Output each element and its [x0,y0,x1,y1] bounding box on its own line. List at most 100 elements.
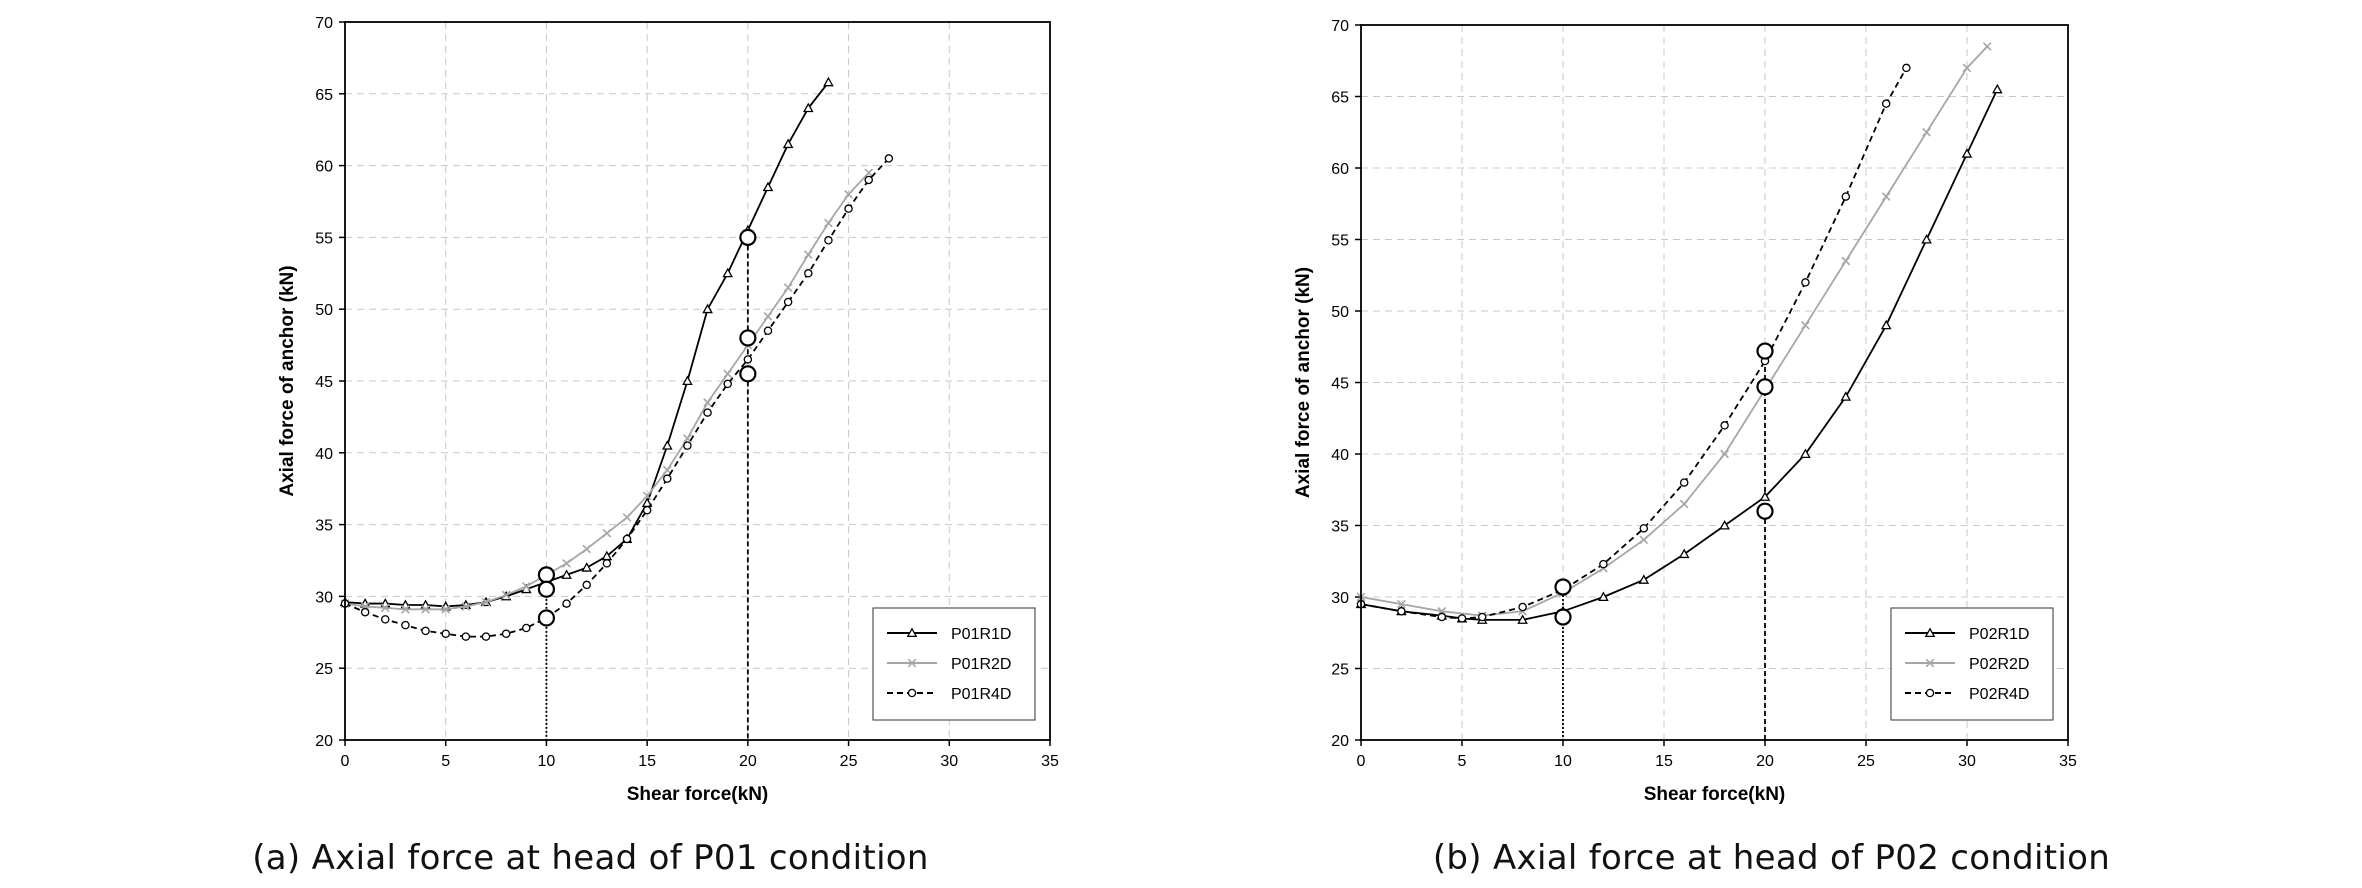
series-P02R2D [1356,42,1992,620]
data-point-P02R2D-stroke-2 [1720,449,1729,459]
x-tick-label: 20 [739,753,757,770]
data-point-P02R1D [1638,574,1650,584]
data-point-P01R4D [582,580,591,590]
data-point-P01R4D [360,607,370,617]
legend-swatch-marker [1924,627,1936,638]
data-point-P02R4D [1902,63,1911,73]
data-point-P01R2D [642,491,652,501]
highlighted-point [537,609,556,627]
legend-swatch-marker-stroke-2 [907,658,917,668]
y-tick-label: 60 [1331,161,1349,178]
data-point-P01R4D [663,474,672,483]
legend-item-P02R2D: P02R2D [1905,656,2029,673]
data-point-P02R1D [1517,614,1528,624]
data-point-P01R4D [501,629,511,638]
data-point-P02R2D [1922,127,1931,137]
data-point-P01R2D [521,581,531,591]
legend-label: P01R1D [951,626,1011,643]
legend-item-P01R4D: P01R4D [887,686,1011,703]
data-point-P02R2D [1720,449,1729,459]
data-point-P01R4D [602,559,612,568]
data-point-P02R2D [1639,535,1649,545]
legend-item-P01R2D: P01R2D [887,656,1011,673]
highlighted-point [1756,502,1774,520]
data-point-P02R4D [1397,607,1406,616]
data-point-P01R2D [844,189,853,199]
data-point-P01R4D [381,615,390,624]
chart-a: 0 5 10 15 20 25 30 35 20 25 30 35 40 45 50 55 60 65 70 Shea… [277,15,1059,805]
data-point-P01R4D [703,408,712,417]
data-point-P01R2D [582,544,592,554]
y-tick-label: 45 [315,374,333,391]
x-tick-label: 35 [1041,753,1059,770]
data-point-P01R2D-stroke-2 [461,602,471,611]
data-point-P01R4D [683,441,692,450]
data-point-P01R2D-stroke-2 [642,491,652,501]
data-point-P01R2D-stroke-2 [662,465,672,475]
data-point-P01R2D [421,604,430,614]
data-point-P02R2D-stroke-2 [1397,599,1406,609]
data-point-P01R2D-stroke-2 [521,581,531,591]
data-point-P01R2D-stroke-2 [582,544,592,554]
data-point-P01R2D-stroke-2 [562,559,571,568]
data-point-P01R2D-stroke-2 [501,590,511,600]
x-tick-label: 10 [1554,753,1572,770]
legend-a: P01R1D P01R2D P01R4D [872,607,1036,721]
highlighted-point [739,329,757,347]
y-tick-label: 30 [315,589,333,606]
data-point-P01R2D [401,604,410,614]
data-point-P02R2D-stroke-2 [1639,535,1649,545]
data-point-P01R4D [481,632,491,641]
data-point-P01R4D [804,269,813,278]
data-point-P01R1D [702,303,713,314]
data-point-P02R4D [1720,421,1729,430]
data-point-P01R4D [763,326,773,335]
data-point-P01R4D [401,620,410,630]
x-tick-label: 30 [940,753,958,770]
data-point-P01R4D [824,236,833,245]
data-point-P01R2D [703,398,712,407]
x-axis-label: Shear force(kN) [1644,784,1786,805]
legend-swatch-marker [1925,688,1935,698]
x-tick-label: 25 [840,753,858,770]
highlighted-point [1554,608,1572,626]
y-tick-label: 70 [315,15,333,32]
legend-label: P01R4D [951,686,1011,703]
data-point-P01R2D-stroke-2 [803,250,813,259]
y-tick-label: 40 [1331,447,1349,464]
data-point-P01R2D-stroke-2 [844,189,853,199]
x-tick-label: 0 [341,753,350,770]
series-P01R2D [340,168,874,614]
legend-item-P02R4D: P02R4D [1905,686,2029,703]
highlighted-point [1756,378,1774,396]
data-point-P01R4D [723,379,732,389]
y-tick-label: 55 [315,230,333,247]
data-point-P02R2D [1801,320,1810,330]
highlighted-point [537,580,556,598]
data-point-P01R2D-stroke-2 [441,604,451,614]
data-point-P01R2D [602,528,612,538]
legend-item-P01R1D: P01R1D [887,626,1011,643]
data-point-P01R2D [481,597,491,607]
data-point-P02R1D [1840,391,1852,401]
data-point-P02R1D [1598,591,1609,602]
data-point-P01R1D [581,562,593,572]
data-point-P02R4D [1518,602,1527,612]
x-tick-label: 15 [1655,753,1673,770]
legend-item-P02R1D: P02R1D [1905,626,2029,643]
data-point-P02R1D [1800,448,1811,459]
series-line-P01R4D [344,157,890,638]
data-point-P02R2D-stroke-2 [1679,499,1689,509]
data-point-P02R1D [1759,491,1771,501]
y-tick-label: 25 [315,661,333,678]
x-tick-label: 20 [1756,753,1774,770]
data-point-P01R4D [642,505,652,515]
x-tick-label: 25 [1857,753,1875,770]
data-point-P01R4D [743,355,753,364]
series-line-P02R4D [1360,67,1908,620]
data-point-P01R2D [683,434,692,443]
data-point-P01R1D [682,375,693,386]
data-point-P01R2D [441,604,451,614]
y-tick-label: 65 [315,87,333,104]
data-point-P01R4D [884,154,894,163]
